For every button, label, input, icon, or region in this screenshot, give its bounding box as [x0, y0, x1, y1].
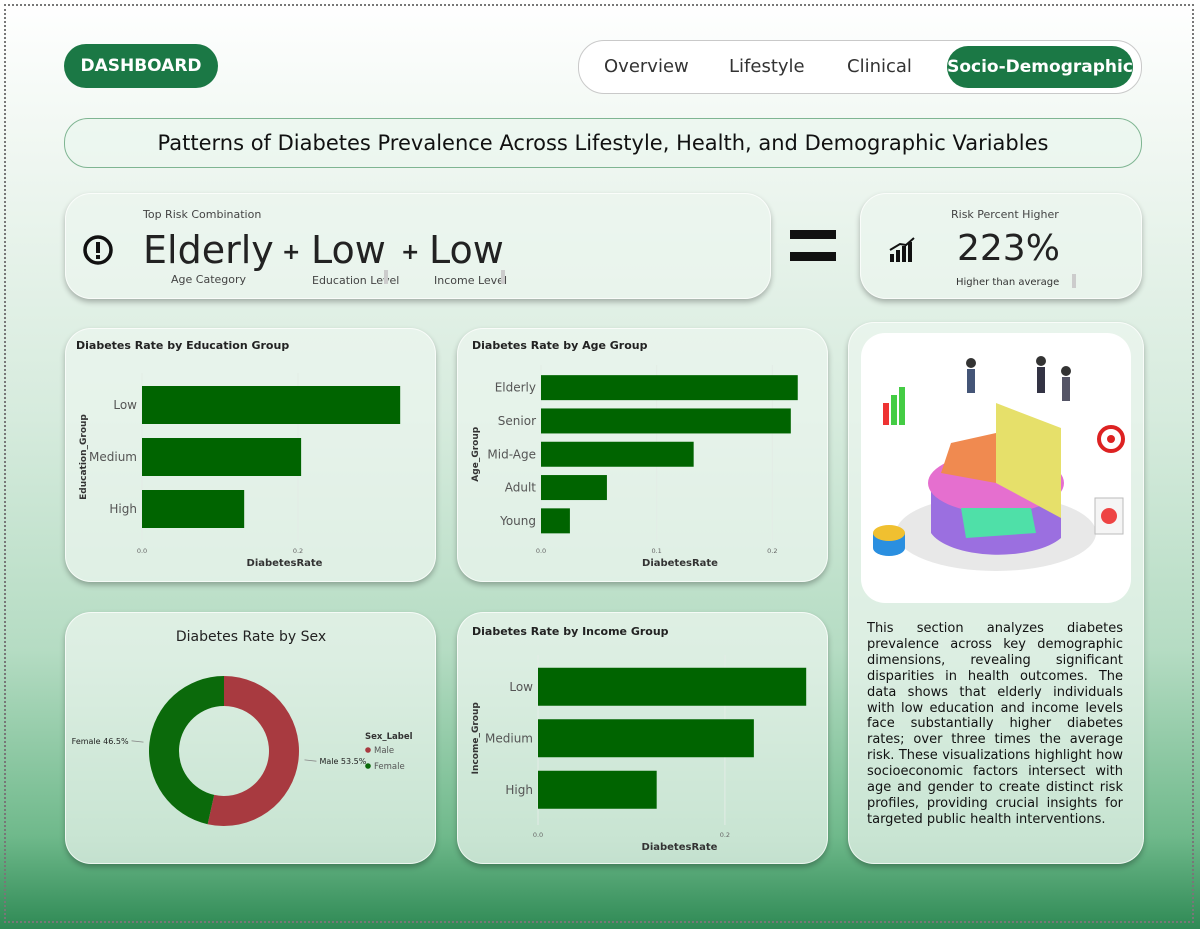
- chart-card: Diabetes Rate by Age Group 0.0 0.1 0.2 Elder…: [457, 328, 828, 582]
- caption-bar: [501, 270, 505, 284]
- kpi-label: Top Risk Combination: [143, 208, 262, 221]
- chart: Diabetes Rate by Sex Male 53.5% Female 46.…: [72, 629, 413, 826]
- caption-bar: [384, 270, 388, 284]
- y-tick-label: Adult: [505, 481, 537, 495]
- chart-title: Diabetes Rate by Income Group: [472, 625, 669, 638]
- chart-card: Diabetes Rate by Income Group 0.0 0.2 Low Me…: [457, 612, 828, 864]
- y-tick-label: High: [109, 502, 137, 516]
- y-tick-label: Senior: [498, 414, 536, 428]
- y-axis-title: Education_Group: [79, 414, 89, 500]
- legend-swatch: [365, 763, 371, 769]
- x-tick-label: 0.0: [536, 547, 546, 555]
- risk-label: Risk Percent Higher: [951, 208, 1059, 221]
- bar: [538, 719, 754, 758]
- y-tick-label: Young: [499, 514, 536, 528]
- kpi-value: Low: [311, 228, 386, 272]
- bar: [142, 490, 245, 528]
- growth-icon: [889, 237, 915, 262]
- nav-item-active[interactable]: Socio-Demographic: [947, 46, 1133, 88]
- kpi-value: Low: [429, 228, 504, 272]
- legend-title: Sex_Label: [365, 732, 413, 742]
- chart-title: Diabetes Rate by Sex: [176, 629, 326, 645]
- x-tick-label: 0.0: [137, 547, 147, 555]
- nav-bar: Overview Lifestyle Clinical Socio-Demogr…: [578, 40, 1142, 94]
- x-tick-label: 0.2: [720, 831, 730, 839]
- kpi-joiner: +: [282, 240, 301, 265]
- nav-item[interactable]: Lifestyle: [729, 56, 805, 77]
- dashboard-button[interactable]: DASHBOARD: [64, 44, 218, 88]
- bar: [142, 438, 302, 476]
- legend-swatch: [365, 747, 371, 753]
- x-axis-title: DiabetesRate: [642, 558, 718, 569]
- donut-slice: [149, 676, 224, 825]
- chart-card: Diabetes Rate by Education Group 0.0 0.2 Lo…: [65, 328, 436, 582]
- y-axis-title: Income_Group: [471, 702, 481, 775]
- chart: Diabetes Rate by Income Group 0.0 0.2 Low Me…: [471, 625, 807, 853]
- chart-card: Diabetes Rate by Sex Male 53.5% Female 46.…: [65, 612, 436, 864]
- y-tick-label: Low: [113, 398, 137, 412]
- legend-label: Female: [374, 762, 405, 772]
- bar: [541, 441, 694, 467]
- kpi-caption: Income Level: [434, 274, 508, 287]
- x-tick-label: 0.2: [293, 547, 303, 555]
- x-tick-label: 0.2: [767, 547, 777, 555]
- caption-bar: [1072, 274, 1076, 288]
- y-tick-label: High: [505, 783, 533, 797]
- donut-slice: [207, 676, 299, 826]
- x-axis-title: DiabetesRate: [642, 842, 718, 853]
- illustration: [861, 333, 1131, 603]
- y-axis-title: Age_Group: [471, 426, 481, 481]
- risk-caption: Higher than average: [956, 277, 1060, 288]
- x-tick-label: 0.0: [533, 831, 543, 839]
- kpi-joiner: +: [401, 240, 420, 265]
- bar: [142, 386, 401, 424]
- kpi-caption: Education Level: [312, 274, 400, 287]
- data-label: Female 46.5%: [72, 737, 129, 746]
- label-leader: [304, 759, 317, 762]
- x-axis-title: DiabetesRate: [247, 558, 323, 569]
- y-tick-label: Low: [509, 680, 533, 694]
- chart-title: Diabetes Rate by Education Group: [76, 339, 289, 352]
- x-tick-label: 0.1: [651, 547, 661, 555]
- risk-value: 223%: [957, 228, 1060, 269]
- info-card: [848, 322, 1144, 864]
- chart: Diabetes Rate by Age Group 0.0 0.1 0.2 Elder…: [471, 339, 798, 569]
- kpi-value: Elderly: [143, 228, 274, 272]
- chart-title: Diabetes Rate by Age Group: [472, 339, 648, 352]
- nav-item[interactable]: Overview: [604, 56, 689, 77]
- data-label: Male 53.5%: [319, 757, 366, 766]
- y-tick-label: Medium: [485, 731, 533, 745]
- bar: [538, 667, 807, 706]
- kpi-card: Top Risk Combination Elderly + Low + Low…: [65, 193, 771, 299]
- page-title: Patterns of Diabetes Prevalence Across L…: [64, 118, 1142, 168]
- y-tick-label: Medium: [89, 450, 137, 464]
- risk-card: Risk Percent Higher 223% Higher than ave…: [860, 193, 1142, 299]
- bar: [541, 375, 798, 401]
- y-tick-label: Elderly: [495, 381, 536, 395]
- page-frame: [4, 4, 1194, 923]
- equals-sign: [790, 230, 836, 261]
- kpi-caption: Age Category: [171, 273, 247, 286]
- bar: [541, 408, 791, 434]
- alert-icon: [83, 235, 113, 265]
- bar: [538, 770, 657, 809]
- bar: [541, 508, 570, 534]
- legend-label: Male: [374, 746, 394, 756]
- description-text: This section analyzes diabetes prevalenc…: [867, 621, 1123, 827]
- label-leader: [131, 740, 144, 743]
- y-tick-label: Mid-Age: [487, 447, 536, 461]
- bar: [541, 475, 607, 501]
- chart: Diabetes Rate by Education Group 0.0 0.2 Lo…: [76, 339, 401, 569]
- nav-item[interactable]: Clinical: [847, 56, 912, 77]
